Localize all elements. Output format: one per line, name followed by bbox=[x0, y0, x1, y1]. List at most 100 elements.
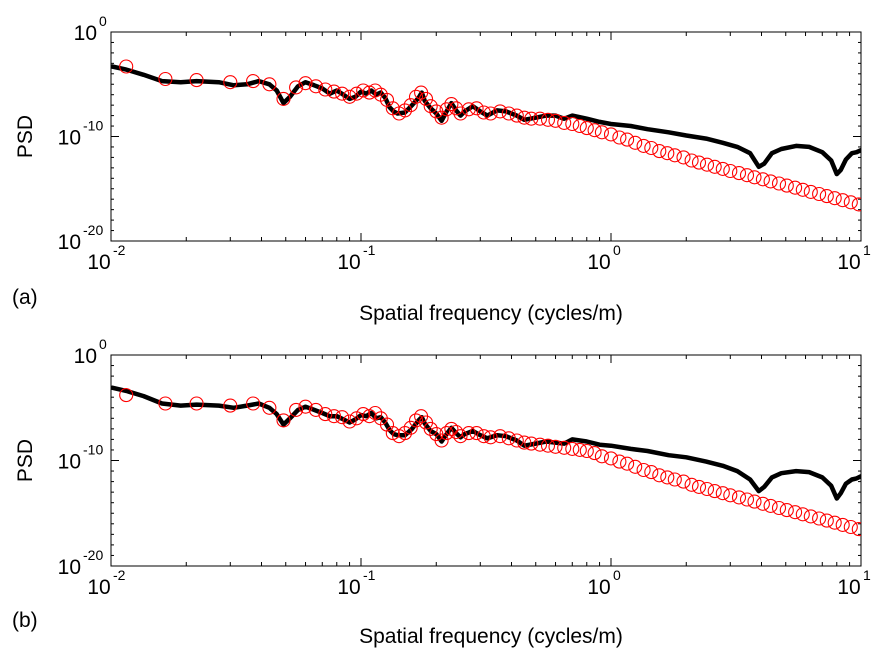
series-marker bbox=[594, 449, 609, 464]
series-marker bbox=[308, 402, 323, 417]
series-marker bbox=[453, 106, 468, 121]
series-marker bbox=[851, 522, 861, 537]
x-tick-base: 10 bbox=[337, 576, 360, 599]
x-tick-exponent: -1 bbox=[363, 567, 376, 583]
series-marker bbox=[572, 118, 587, 134]
series-marker bbox=[565, 441, 580, 456]
series-marker bbox=[684, 153, 699, 168]
series-marker bbox=[587, 123, 602, 138]
y-tick-label: 10 bbox=[74, 22, 97, 45]
series-marker bbox=[612, 130, 627, 145]
series-marker bbox=[812, 511, 827, 526]
series-marker bbox=[691, 155, 707, 170]
series-marker bbox=[572, 442, 587, 457]
series-marker bbox=[469, 426, 484, 441]
series-marker bbox=[189, 396, 204, 411]
series-marker bbox=[318, 407, 333, 422]
series-line bbox=[111, 385, 861, 501]
series-marker bbox=[483, 106, 498, 121]
x-tick-exponent: -2 bbox=[113, 567, 126, 583]
series-marker bbox=[771, 500, 787, 516]
series-marker bbox=[223, 75, 238, 90]
series-marker bbox=[158, 396, 173, 411]
series-marker bbox=[723, 163, 738, 179]
x-tick-base: 10 bbox=[837, 251, 860, 274]
series-marker bbox=[532, 437, 548, 452]
series-marker bbox=[723, 488, 738, 503]
series-marker bbox=[812, 186, 827, 202]
x-tick-base: 10 bbox=[587, 251, 610, 274]
series-marker bbox=[540, 112, 556, 127]
series-marker bbox=[731, 166, 747, 181]
x-tick-base: 10 bbox=[87, 251, 110, 274]
x-tick-exponent: 1 bbox=[863, 567, 871, 583]
series-marker bbox=[493, 429, 508, 444]
x-axis-label: Spatial frequency (cycles/m) bbox=[359, 625, 623, 648]
x-tick-label: 10 bbox=[337, 251, 360, 274]
series-marker bbox=[652, 468, 667, 483]
series-marker bbox=[501, 106, 516, 121]
series-marker bbox=[356, 407, 371, 422]
series-marker bbox=[691, 479, 707, 494]
x-tick-base: 10 bbox=[587, 576, 610, 599]
series-marker bbox=[483, 430, 498, 445]
series-marker bbox=[397, 426, 413, 441]
y-tick-label: 10 bbox=[74, 345, 97, 368]
series-marker bbox=[368, 405, 383, 421]
series-marker bbox=[851, 197, 861, 212]
series-marker bbox=[362, 85, 377, 100]
series-marker bbox=[763, 498, 778, 513]
series-marker bbox=[715, 161, 730, 176]
series-marker bbox=[620, 456, 635, 471]
series-marker bbox=[747, 170, 762, 185]
series-marker bbox=[434, 433, 449, 448]
series-marker bbox=[739, 168, 755, 183]
series-marker bbox=[476, 429, 491, 444]
series-marker bbox=[827, 515, 842, 530]
series-marker bbox=[418, 91, 434, 106]
series-marker bbox=[453, 429, 468, 444]
data-layer bbox=[111, 59, 861, 212]
y-tick-exponent: -10 bbox=[83, 442, 103, 458]
series-marker bbox=[397, 103, 413, 118]
series-marker bbox=[189, 73, 204, 88]
series-marker bbox=[628, 135, 643, 150]
series-marker bbox=[835, 193, 850, 208]
y-tick-exponent: -20 bbox=[83, 547, 103, 563]
plot-area bbox=[110, 354, 862, 567]
series-marker bbox=[517, 435, 532, 450]
series-marker bbox=[579, 121, 594, 136]
plot-area bbox=[110, 31, 862, 242]
series-marker bbox=[335, 410, 350, 425]
x-tick-label: 10 bbox=[87, 576, 110, 599]
series-marker bbox=[246, 74, 261, 89]
series-marker bbox=[524, 111, 539, 126]
series-marker bbox=[788, 180, 803, 195]
x-axis-label: Spatial frequency (cycles/m) bbox=[359, 302, 623, 325]
series-marker bbox=[461, 426, 476, 441]
series-marker bbox=[335, 86, 350, 101]
series-marker bbox=[644, 465, 659, 480]
series-marker bbox=[223, 398, 238, 413]
series-marker bbox=[644, 140, 659, 156]
series-line bbox=[111, 64, 861, 177]
series-marker bbox=[612, 454, 627, 469]
series-marker bbox=[628, 459, 643, 474]
series-marker bbox=[524, 436, 539, 451]
x-tick-base: 10 bbox=[837, 576, 860, 599]
x-tick-label: 10 bbox=[837, 576, 860, 599]
series-marker bbox=[763, 174, 778, 189]
series-marker bbox=[579, 443, 594, 459]
series-marker bbox=[676, 474, 691, 489]
y-tick-label: 10 bbox=[58, 127, 81, 150]
y-tick-label: 10 bbox=[58, 231, 81, 254]
x-tick-base: 10 bbox=[87, 576, 110, 599]
series-marker bbox=[509, 433, 524, 448]
y-axis-label: PSD bbox=[14, 439, 37, 482]
series-marker bbox=[676, 150, 691, 165]
series-marker bbox=[509, 108, 524, 123]
series-marker bbox=[276, 413, 291, 428]
series-marker bbox=[660, 470, 675, 485]
